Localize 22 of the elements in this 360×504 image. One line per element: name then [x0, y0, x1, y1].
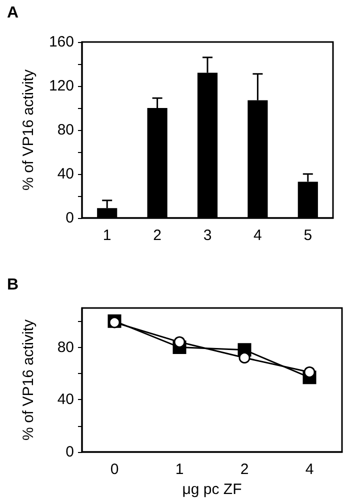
x-tick-label: 2	[153, 227, 162, 244]
y-tick-label: 120	[48, 78, 74, 94]
y-tick-label: 40	[57, 166, 74, 182]
y-axis-title: % of VP16 activity	[20, 69, 37, 190]
y-tick-label: 80	[57, 338, 74, 356]
chart-title: A	[7, 4, 19, 22]
x-tick-label: 3	[203, 227, 212, 244]
y-tick-label: 0	[66, 444, 74, 460]
y-tick-label: 40	[57, 391, 74, 408]
y-axis-title: % of VP16 activity	[20, 319, 37, 440]
x-tick-label: 4	[254, 227, 262, 244]
y-tick-label: 0	[66, 210, 74, 226]
x-tick-label: 1	[102, 227, 112, 244]
x-tick-label: 1	[175, 461, 184, 478]
y-tick-label: 80	[57, 122, 74, 138]
x-axis-title: μg pc ZF	[182, 481, 242, 498]
x-tick-label: 4	[305, 461, 314, 478]
x-tick-label: 5	[304, 227, 312, 244]
chart-title: B	[7, 276, 19, 294]
y-tick-label: 160	[48, 34, 74, 50]
x-tick-label: 0	[110, 461, 119, 478]
x-tick-label: 2	[240, 461, 249, 478]
